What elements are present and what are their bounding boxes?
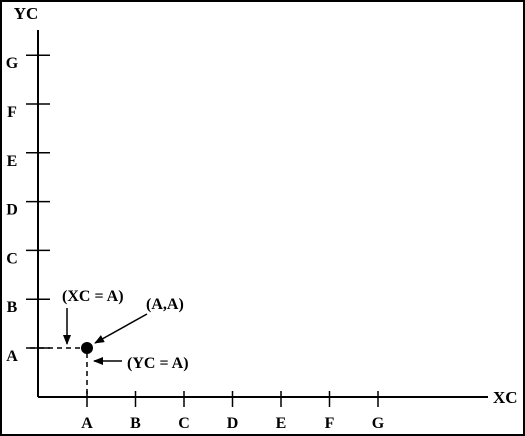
point-label: (A,A): [146, 296, 184, 313]
x-tick-label: D: [227, 415, 239, 432]
y-tick-label: F: [7, 104, 17, 121]
x-tick-label: B: [130, 415, 141, 432]
x-axis-ticks: A B C D E F G: [81, 391, 385, 432]
y-axis-ticks: A B C D E F G: [6, 54, 50, 365]
y-axis-title: YC: [14, 4, 39, 23]
y-condition-label: (YC = A): [127, 355, 189, 372]
x-condition-label: (XC = A): [62, 288, 124, 305]
y-tick-label: E: [7, 153, 18, 170]
x-tick-label: E: [276, 415, 287, 432]
point-label-arrow: [94, 313, 148, 344]
x-tick-label: C: [178, 415, 190, 432]
y-tick-label: C: [6, 250, 18, 267]
x-tick-label: A: [81, 415, 93, 432]
x-tick-label: G: [372, 415, 385, 432]
y-tick-label: G: [6, 55, 19, 72]
point-a-a: [81, 342, 93, 354]
x-tick-label: F: [325, 415, 335, 432]
y-tick-label: D: [6, 202, 18, 219]
x-axis-title: XC: [493, 388, 518, 407]
y-tick-label: B: [7, 299, 18, 316]
y-tick-label: A: [6, 348, 18, 365]
